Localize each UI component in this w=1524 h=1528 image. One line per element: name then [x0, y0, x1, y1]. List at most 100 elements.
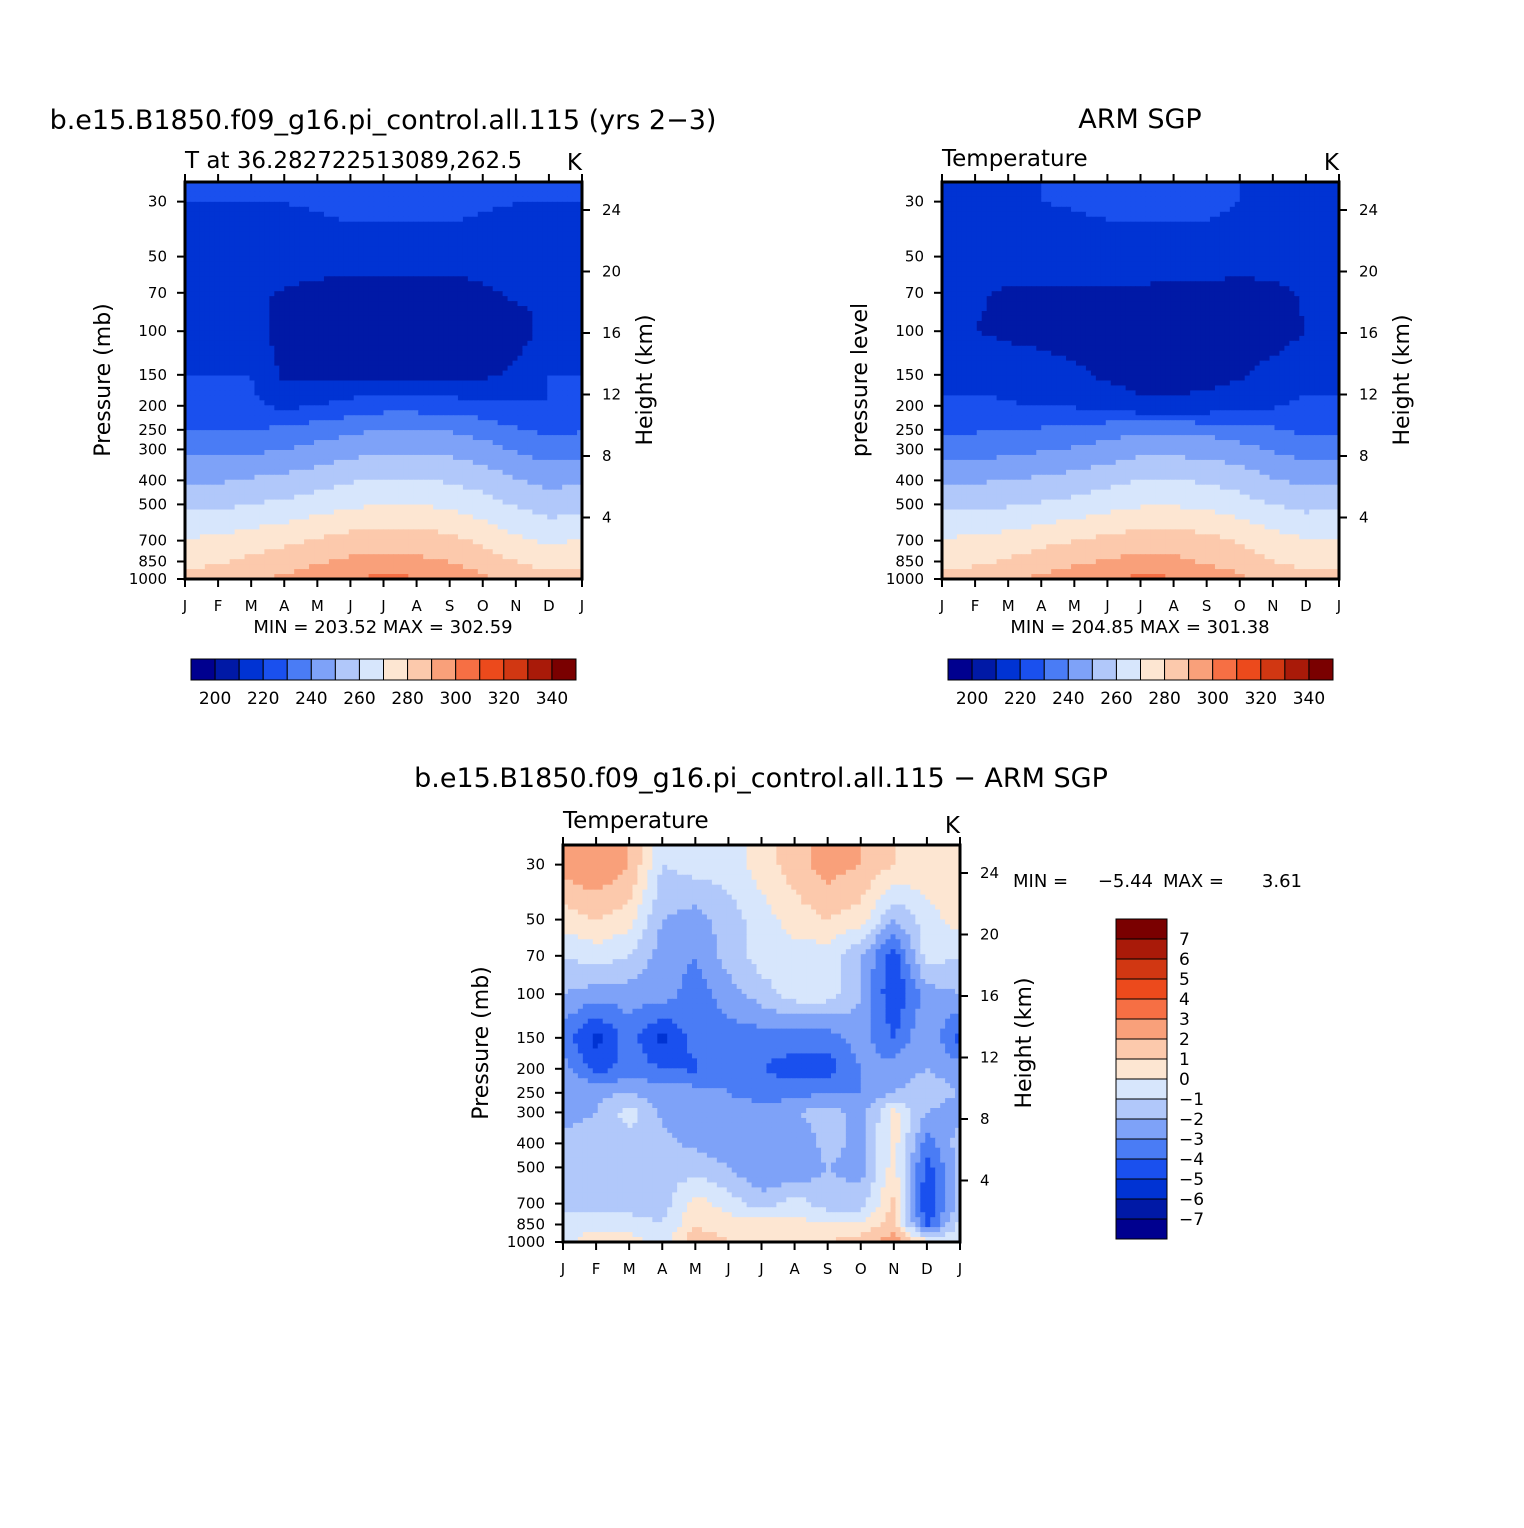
- contour-cell: [562, 415, 568, 421]
- contour-cell: [383, 306, 390, 312]
- contour-cell: [239, 464, 246, 471]
- contour-cell: [309, 345, 315, 352]
- contour-cell: [323, 440, 330, 446]
- contour-cell: [304, 226, 310, 233]
- contour-cell: [304, 311, 310, 317]
- contour-cell: [353, 191, 360, 198]
- contour-cell: [457, 291, 464, 297]
- contour-cell: [254, 449, 261, 456]
- contour-cell: [199, 420, 206, 426]
- contour-cell: [314, 231, 320, 238]
- contour-cell: [368, 276, 375, 282]
- contour-cell: [497, 350, 504, 357]
- contour-cell: [234, 340, 241, 347]
- contour-cell: [294, 311, 300, 317]
- contour-cell: [229, 291, 236, 297]
- contour-cell: [467, 191, 474, 198]
- contour-cell: [487, 330, 494, 337]
- contour-cell: [378, 206, 385, 213]
- contour-cell: [294, 325, 300, 332]
- contour-cell: [333, 211, 340, 218]
- contour-cell: [557, 182, 563, 188]
- contour-cell: [274, 291, 280, 297]
- contour-cell: [572, 459, 578, 466]
- contour-cell: [363, 261, 370, 267]
- contour-cell: [552, 281, 558, 287]
- contour-cell: [244, 186, 251, 193]
- contour-cell: [229, 380, 236, 387]
- contour-cell: [502, 425, 509, 431]
- contour-cell: [532, 256, 538, 262]
- contour-cell: [279, 340, 285, 347]
- contour-cell: [487, 474, 494, 481]
- contour-cell: [274, 390, 280, 396]
- contour-cell: [572, 276, 578, 282]
- contour-cell: [423, 301, 429, 307]
- contour-cell: [363, 400, 370, 406]
- contour-cell: [438, 226, 444, 233]
- contour-cell: [214, 395, 221, 401]
- contour-cell: [274, 350, 280, 357]
- contour-cell: [383, 335, 390, 342]
- contour-cell: [209, 464, 216, 471]
- contour-cell: [487, 191, 494, 198]
- contour-cell: [199, 415, 206, 421]
- contour-cell: [467, 365, 474, 372]
- contour-cell: [383, 375, 390, 382]
- contour-cell: [348, 291, 355, 297]
- contour-cell: [557, 211, 563, 218]
- contour-cell: [318, 365, 325, 372]
- contour-cell: [289, 390, 295, 396]
- contour-cell: [482, 330, 489, 337]
- contour-cell: [507, 286, 514, 292]
- contour-cell: [368, 182, 375, 188]
- contour-cell: [502, 276, 509, 282]
- contour-cell: [413, 241, 419, 248]
- contour-cell: [224, 355, 231, 362]
- contour-cell: [532, 395, 538, 401]
- contour-cell: [185, 296, 191, 302]
- contour-cell: [467, 182, 474, 188]
- contour-cell: [443, 286, 449, 292]
- contour-cell: [259, 469, 265, 476]
- contour-cell: [423, 276, 429, 282]
- contour-cell: [348, 241, 355, 248]
- contour-cell: [185, 360, 191, 367]
- contour-cell: [274, 182, 280, 188]
- contour-cell: [413, 281, 419, 287]
- contour-cell: [408, 320, 414, 327]
- contour-cell: [472, 325, 479, 332]
- contour-cell: [304, 330, 310, 337]
- contour-cell: [204, 335, 211, 342]
- contour-cell: [289, 489, 295, 496]
- contour-cell: [438, 281, 444, 287]
- contour-cell: [194, 479, 201, 486]
- contour-cell: [542, 335, 548, 342]
- contour-cell: [264, 191, 270, 198]
- contour-cell: [264, 226, 270, 233]
- contour-cell: [328, 365, 335, 372]
- contour-cell: [244, 241, 251, 248]
- contour-cell: [438, 464, 444, 471]
- contour-cell: [254, 420, 261, 426]
- contour-cell: [338, 345, 345, 352]
- contour-cell: [378, 410, 385, 416]
- contour-cell: [323, 350, 330, 357]
- contour-cell: [413, 484, 419, 491]
- contour-cell: [209, 395, 216, 401]
- contour-cell: [323, 330, 330, 337]
- contour-cell: [249, 306, 256, 312]
- contour-cell: [403, 365, 409, 372]
- contour-cell: [487, 301, 494, 307]
- contour-cell: [328, 191, 335, 198]
- contour-cell: [373, 415, 380, 421]
- contour-cell: [284, 350, 290, 357]
- contour-cell: [343, 286, 350, 292]
- contour-cell: [398, 246, 404, 253]
- contour-cell: [185, 335, 191, 342]
- contour-cell: [577, 425, 582, 431]
- contour-cell: [423, 186, 429, 193]
- contour-cell: [294, 410, 300, 416]
- contour-cell: [249, 474, 256, 481]
- contour-cell: [403, 236, 409, 243]
